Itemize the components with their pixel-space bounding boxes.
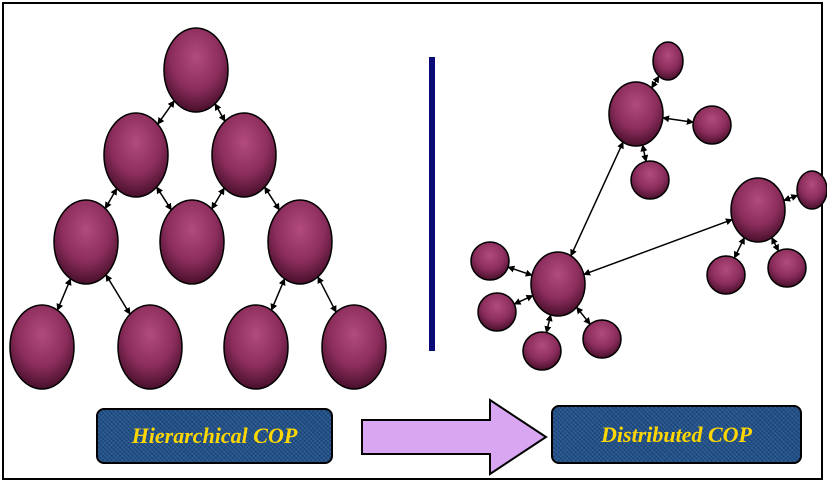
edge-h-l1-right-h-l2-right [264,186,280,211]
edge-d-hub-top-d-hub-mid [570,141,624,257]
node-h-l2-right [267,199,333,285]
node-d-hub-right [730,177,786,243]
node-d-right-sat-3 [767,248,807,288]
node-d-mid-sat-1 [470,241,510,281]
edge-d-hub-right-d-right-sat-3 [771,236,780,252]
edges-layer [56,75,799,334]
edge-d-hub-mid-d-mid-sat-2 [513,294,534,305]
edge-h-l2-left-h-l3-1 [56,278,72,311]
node-h-l1-left [103,112,169,198]
edge-d-hub-mid-d-mid-sat-3 [544,314,553,334]
edge-h-root-h-l1-left [157,100,175,125]
node-d-right-sat-1 [796,170,827,210]
nodes-layer [9,27,827,390]
edge-d-hub-right-d-right-sat-2 [733,237,746,259]
node-h-l3-4 [321,304,387,390]
node-h-l3-3 [223,304,289,390]
edge-h-l1-left-h-l2-mid [156,186,172,211]
hierarchical-cop-label-box: Hierarchical COP [96,408,333,464]
node-d-top-sat-3 [630,160,670,200]
node-h-l2-left [53,199,119,285]
node-h-l1-right [211,112,277,198]
edge-h-l1-right-h-l2-mid [211,187,225,210]
hierarchical-cop-label: Hierarchical COP [131,423,298,448]
node-d-right-sat-2 [706,255,746,295]
edge-d-hub-top-d-top-sat-1 [651,75,660,89]
node-d-top-sat-1 [652,41,684,81]
node-d-hub-mid [530,251,586,317]
right-block-arrow-icon [361,398,548,476]
edge-h-root-h-l1-right [214,103,226,122]
edge-h-l2-left-h-l3-2 [105,274,131,315]
edge-h-l1-left-h-l2-left [104,187,118,210]
node-d-mid-sat-2 [477,292,517,332]
node-d-mid-sat-3 [522,331,562,371]
edge-d-hub-right-d-right-sat-1 [783,194,799,202]
node-h-l3-1 [9,304,75,390]
edge-h-l2-right-h-l3-3 [270,278,286,311]
distributed-cop-label-box: Distributed COP [551,405,802,464]
edge-d-hub-mid-d-hub-right [583,218,733,276]
node-d-hub-top [608,81,664,147]
node-d-mid-sat-4 [582,319,622,359]
node-h-l3-2 [117,304,183,390]
distributed-cop-label: Distributed COP [601,421,752,447]
edge-h-l2-right-h-l3-4 [317,276,337,313]
node-h-l2-mid [159,199,225,285]
edge-d-hub-mid-d-mid-sat-4 [575,306,591,325]
edge-d-hub-mid-d-mid-sat-1 [507,265,533,277]
edge-d-hub-top-d-top-sat-2 [662,115,694,125]
node-d-top-sat-2 [692,105,732,145]
node-h-root [163,27,229,113]
edge-d-hub-top-d-top-sat-3 [640,144,649,163]
